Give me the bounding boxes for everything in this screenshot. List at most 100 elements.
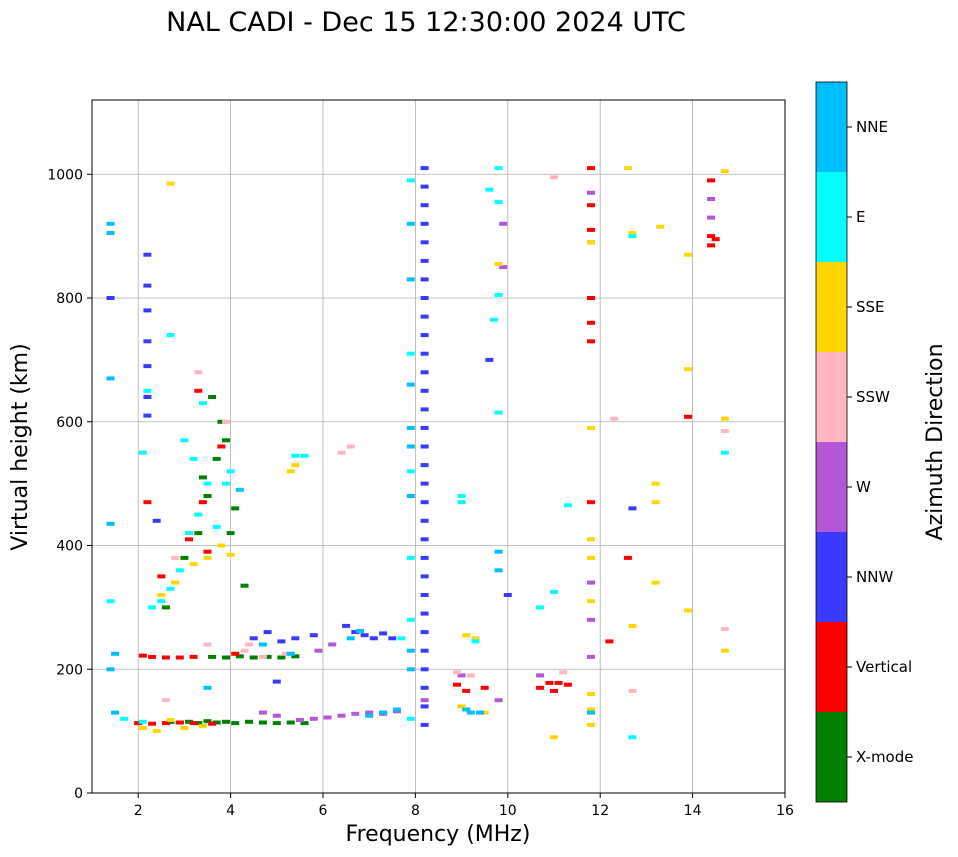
data-point-nne (111, 710, 120, 715)
data-point-vertical (563, 682, 572, 687)
data-point-sse (684, 608, 692, 613)
colorbar-tick-label: W (856, 478, 871, 496)
data-point-e (106, 599, 115, 604)
data-point-ssw (720, 429, 729, 433)
data-point-sse (291, 463, 300, 468)
y-tick-label: 200 (56, 662, 83, 678)
data-point-e (157, 599, 166, 604)
data-point-e (489, 317, 498, 322)
data-point-sse (587, 707, 595, 712)
data-point-vertical (161, 721, 170, 726)
data-point-nne (406, 425, 415, 430)
data-point-ssw (720, 627, 729, 631)
data-point-x-mode (203, 494, 212, 498)
data-point-e (720, 450, 729, 455)
data-point-nne (406, 221, 415, 226)
data-point-vertical (605, 639, 614, 644)
data-point-sse (628, 231, 637, 235)
data-point-vertical (587, 500, 595, 505)
data-point-e (406, 716, 415, 721)
data-point-ssw (161, 698, 170, 703)
data-point-e (494, 200, 503, 205)
data-point-x-mode (291, 654, 300, 659)
data-point-e (406, 617, 415, 622)
data-point-e (175, 568, 184, 573)
data-point-vertical (185, 537, 193, 542)
data-point-x-mode (194, 721, 203, 726)
data-point-x-mode (198, 475, 207, 480)
data-point-nnw (628, 506, 637, 511)
data-point-ssw (245, 642, 254, 647)
data-point-sse (587, 599, 595, 604)
data-point-sse (684, 367, 692, 372)
data-point-nnw (143, 339, 152, 344)
data-point-ssw (346, 444, 355, 449)
data-point-nnw (420, 203, 429, 208)
data-point-nne (466, 710, 475, 715)
data-point-nne (258, 642, 267, 647)
data-point-sse (651, 481, 660, 486)
data-point-ssw (282, 651, 290, 656)
data-point-w (707, 197, 716, 201)
data-point-vertical (587, 227, 595, 232)
data-point-nnw (420, 555, 429, 560)
data-point-nnw (420, 258, 429, 263)
data-point-x-mode (277, 655, 286, 660)
data-point-nne (106, 521, 115, 526)
data-point-e (120, 716, 129, 721)
colorbar-frame (815, 81, 848, 803)
data-point-x-mode (208, 395, 217, 399)
data-point-e (226, 469, 235, 474)
data-point-vertical (707, 234, 716, 239)
data-point-nnw (143, 364, 152, 369)
data-point-sse (651, 500, 660, 505)
y-tick-label: 400 (56, 539, 83, 555)
data-point-sse (180, 726, 189, 730)
data-point-nne (356, 628, 364, 633)
data-point-nne (406, 277, 415, 282)
data-point-sse (286, 469, 295, 474)
data-point-w (323, 715, 332, 720)
data-point-nnw (263, 630, 272, 635)
data-point-ssw (466, 673, 475, 678)
data-point-sse (203, 555, 212, 560)
data-point-sse (157, 593, 166, 597)
data-point-e (406, 555, 415, 560)
y-axis-label: Virtual height (km) (8, 343, 33, 550)
data-point-nnw (420, 407, 429, 412)
data-point-nnw (420, 166, 429, 171)
x-tick-label: 10 (499, 803, 517, 819)
data-point-ssw (240, 648, 249, 653)
data-point-nnw (420, 388, 429, 393)
data-point-e (300, 453, 309, 458)
data-point-x-mode (212, 456, 221, 461)
data-point-nnw (143, 413, 152, 418)
data-point-nnw (420, 518, 429, 523)
y-tick-label: 0 (74, 786, 83, 802)
data-point-w (587, 654, 595, 659)
colorbar-tick-label: SSE (856, 298, 885, 316)
data-point-e (457, 494, 466, 498)
data-point-ssw (610, 416, 619, 421)
data-point-nnw (342, 623, 351, 628)
data-point-ssw (222, 419, 230, 424)
data-point-vertical (148, 654, 157, 659)
data-point-vertical (684, 414, 692, 419)
data-point-nnw (143, 395, 152, 399)
data-point-nnw (420, 184, 429, 189)
data-point-x-mode (217, 419, 226, 424)
data-point-nnw (143, 283, 152, 288)
data-points (106, 166, 729, 740)
data-point-vertical (707, 243, 716, 248)
data-point-w (707, 215, 716, 220)
x-tick-label: 4 (226, 803, 235, 819)
data-point-sse (550, 735, 558, 740)
data-point-nnw (420, 630, 429, 635)
data-point-nnw (369, 636, 378, 641)
data-point-nnw (420, 370, 429, 375)
data-point-sse (166, 718, 175, 722)
data-point-nne (365, 713, 374, 718)
colorbar-segment (816, 712, 847, 802)
data-point-vertical (711, 237, 720, 242)
data-point-vertical (143, 500, 152, 505)
